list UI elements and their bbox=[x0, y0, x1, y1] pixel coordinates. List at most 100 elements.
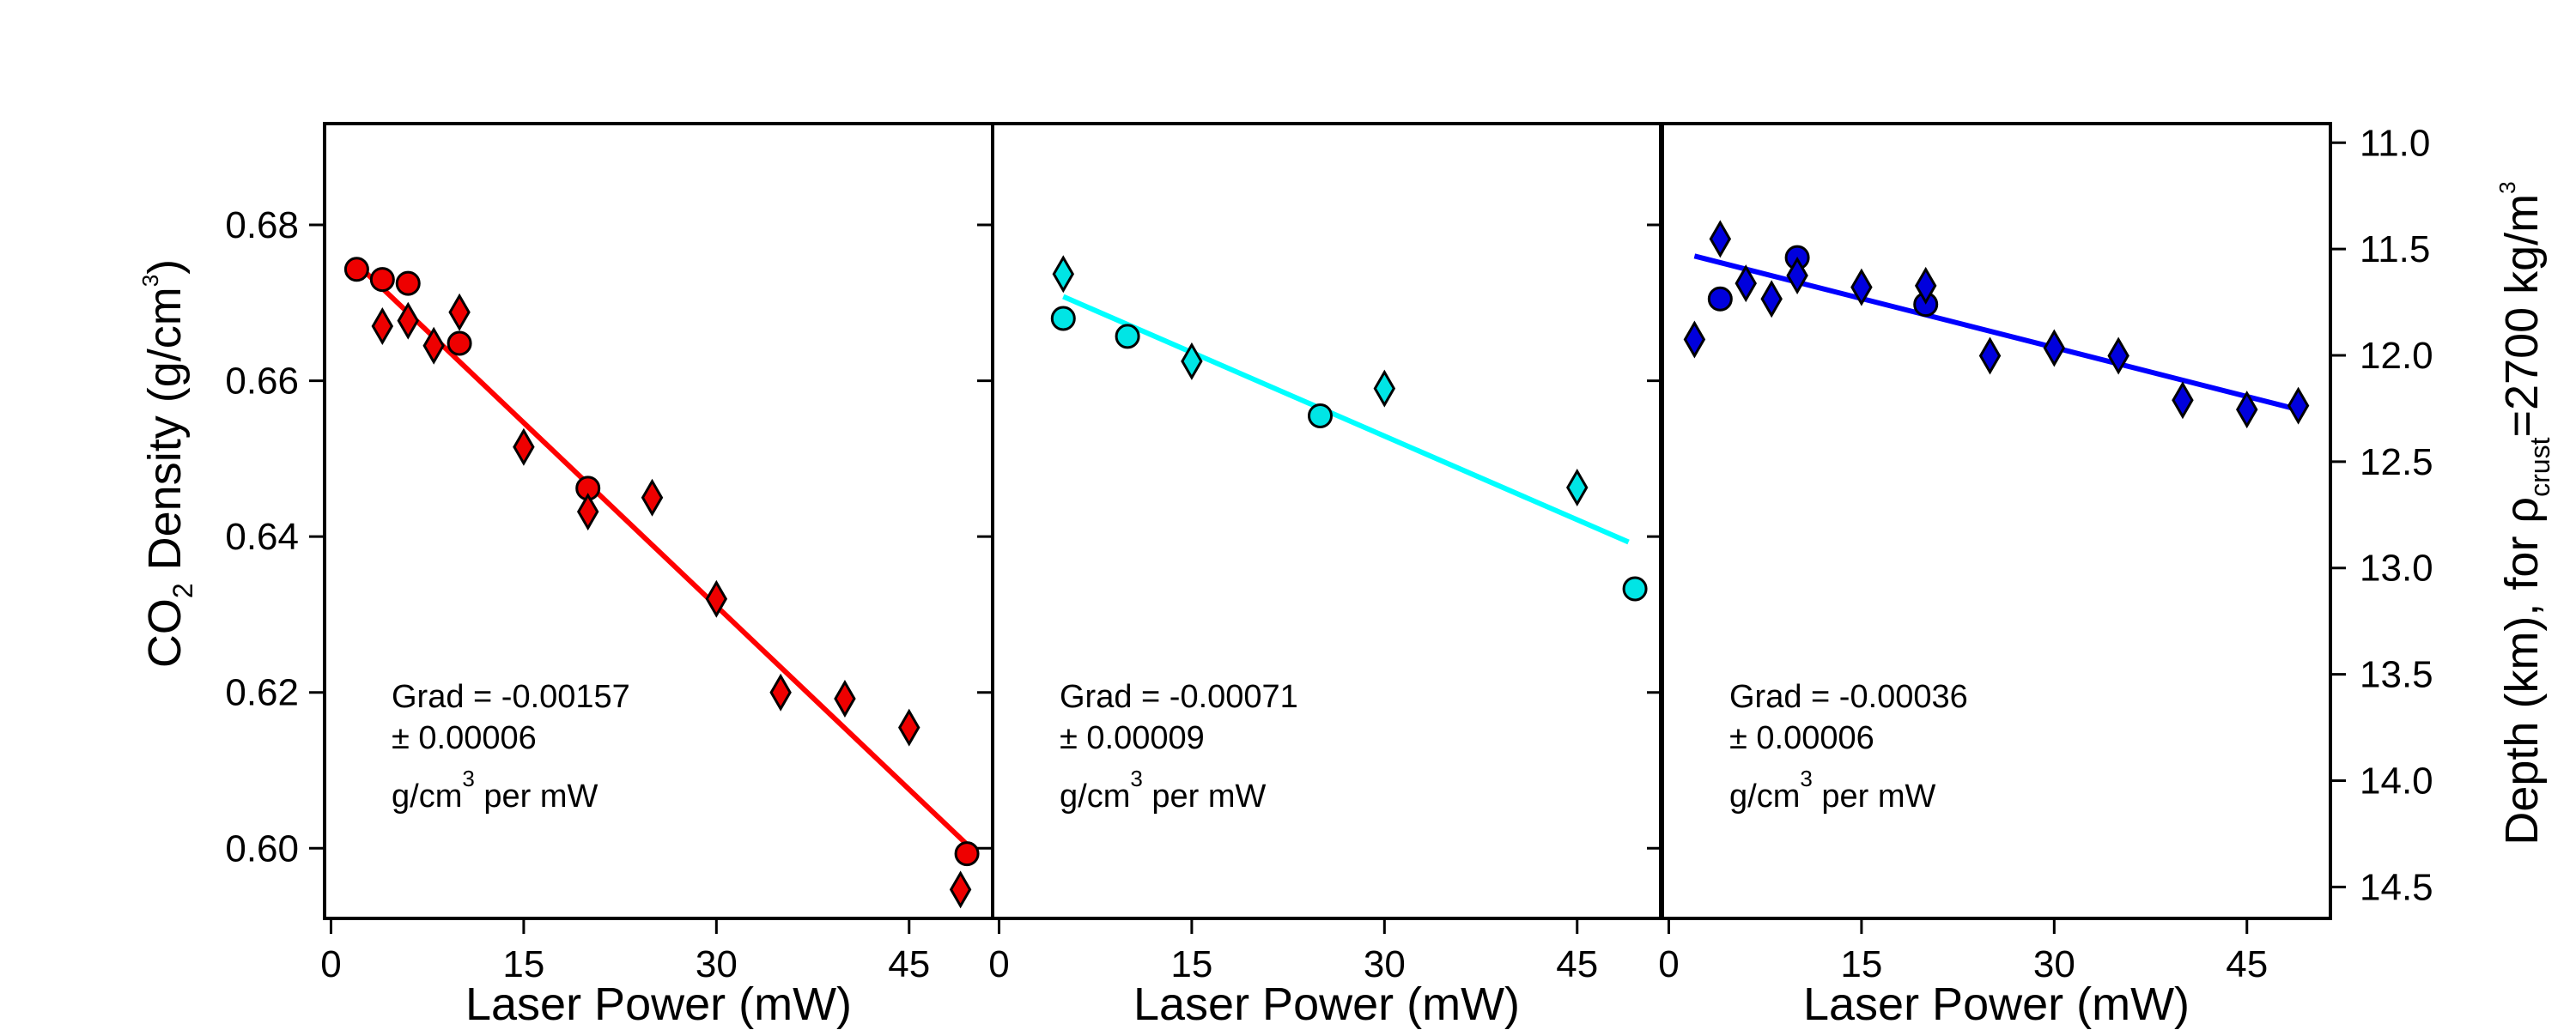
grad-annotation-unit: g/cm3 per mW bbox=[1060, 766, 1267, 815]
grad-annotation-unit-pre: g/cm bbox=[392, 779, 462, 815]
x-tick-label: 0 bbox=[320, 943, 341, 985]
y-axis-title-sup: 3 bbox=[137, 275, 163, 287]
diamond-point bbox=[2043, 329, 2066, 367]
grad-annotation-unit-post: per mW bbox=[1813, 779, 1936, 815]
y2-tick-label: 14.0 bbox=[2360, 760, 2433, 802]
diamond-point bbox=[2236, 391, 2258, 429]
grad-annotation-unit-sup: 3 bbox=[1130, 766, 1142, 791]
diamond-point bbox=[422, 326, 445, 365]
x-tick-label: 30 bbox=[2033, 943, 2075, 985]
diamond-point bbox=[1735, 264, 1757, 303]
grad-annotation-unit: g/cm3 per mW bbox=[392, 766, 598, 815]
diamond-point bbox=[371, 307, 394, 346]
y2-tick-label: 13.5 bbox=[2360, 654, 2433, 696]
grad-annotation-line2: ± 0.00009 bbox=[1060, 720, 1205, 756]
x-tick-label: 45 bbox=[2226, 943, 2268, 985]
fit-line bbox=[1693, 253, 2300, 413]
diamond-point bbox=[1052, 255, 1075, 294]
y-axis-title-sub: 2 bbox=[167, 583, 198, 598]
diamond-point bbox=[2287, 386, 2310, 425]
diamond-point bbox=[705, 579, 728, 618]
diamond-point bbox=[1709, 220, 1732, 258]
panel-1: 0 15 30 45 Laser Power (mW) 0.60 0.62 0.64 0.66 0… bbox=[225, 122, 994, 1030]
circle-point bbox=[395, 270, 421, 296]
fit-line bbox=[1062, 294, 1630, 545]
y-tick-label: 0.62 bbox=[225, 672, 299, 714]
panel-3: 0 15 30 45 Laser Power (mW) 11.0 11.5 12.0 12.5 1… bbox=[1647, 122, 2433, 1030]
grad-annotation-unit-sup: 3 bbox=[1800, 766, 1812, 791]
diamond-point bbox=[949, 870, 972, 909]
y2-tick-label: 12.5 bbox=[2360, 441, 2433, 483]
y2-tick-label: 13.0 bbox=[2360, 548, 2433, 590]
diamond-point bbox=[1181, 342, 1203, 380]
y-tick-label: 0.60 bbox=[225, 827, 299, 869]
diamond-point bbox=[834, 679, 856, 718]
diamond-point bbox=[1978, 336, 2002, 375]
grad-annotation-unit-pre: g/cm bbox=[1060, 779, 1130, 815]
diamond-point bbox=[1914, 266, 1937, 305]
x-tick-label: 30 bbox=[696, 943, 738, 985]
diamond-point bbox=[1373, 369, 1396, 408]
y2-axis-title-sup: 3 bbox=[2494, 181, 2520, 193]
diamond-point bbox=[769, 673, 792, 712]
grad-annotation-line1: Grad = -0.00157 bbox=[392, 679, 630, 715]
x-tick-label: 15 bbox=[1840, 943, 1882, 985]
diamond-point bbox=[2107, 336, 2129, 375]
diamond-point bbox=[513, 427, 535, 466]
x-tick-label: 15 bbox=[1170, 943, 1212, 985]
diamond-point bbox=[1566, 468, 1589, 506]
grad-annotation-unit-post: per mW bbox=[475, 779, 598, 815]
y-axis-title-pre: CO bbox=[139, 598, 191, 668]
y2-axis-title: Depth (km), for ρcrust=2700 kg/m3 bbox=[2494, 181, 2555, 845]
x-tick-label: 0 bbox=[1658, 943, 1679, 985]
y2-tick-label: 11.5 bbox=[2360, 228, 2430, 270]
y2-axis-title-pre: Depth (km), for ρ bbox=[2496, 497, 2548, 845]
y2-axis-title-sub: crust bbox=[2524, 437, 2555, 496]
x-tick-label: 15 bbox=[502, 943, 544, 985]
y-tick-label: 0.68 bbox=[225, 204, 299, 246]
circle-point bbox=[1707, 286, 1733, 312]
diamond-point bbox=[2172, 381, 2194, 420]
x-tick-label: 30 bbox=[1364, 943, 1406, 985]
y-axis-title-mid: Density (g/cm bbox=[139, 287, 191, 583]
y-axis-title: CO2 Density (g/cm3) bbox=[137, 259, 198, 668]
diamond-point bbox=[1786, 257, 1808, 295]
grad-annotation-unit: g/cm3 per mW bbox=[1729, 766, 1936, 815]
y2-tick-label: 14.5 bbox=[2360, 866, 2433, 908]
grad-annotation-unit-post: per mW bbox=[1143, 779, 1267, 815]
diamond-point bbox=[397, 301, 419, 340]
grad-annotation-line1: Grad = -0.00071 bbox=[1060, 679, 1298, 715]
grad-annotation-unit-pre: g/cm bbox=[1729, 779, 1800, 815]
x-axis-title: Laser Power (mW) bbox=[1133, 978, 1520, 1030]
circle-point bbox=[343, 257, 369, 282]
diamond-point bbox=[448, 293, 471, 331]
diamond-point bbox=[641, 478, 664, 517]
y2-tick-label: 11.0 bbox=[2360, 122, 2430, 164]
diamond-point bbox=[576, 493, 599, 531]
panel-2: 0 15 30 45 Laser Power (mW) Grad = -0.00071 ± … bbox=[977, 122, 1662, 1030]
fit-line bbox=[355, 262, 969, 846]
grad-annotation-unit-sup: 3 bbox=[462, 766, 474, 791]
x-tick-label: 45 bbox=[888, 943, 930, 985]
grad-annotation-line1: Grad = -0.00036 bbox=[1729, 679, 1968, 715]
y-axis-title-post: ) bbox=[139, 259, 191, 275]
circle-point bbox=[954, 841, 980, 867]
y-tick-label: 0.64 bbox=[225, 516, 299, 558]
x-axis-title: Laser Power (mW) bbox=[1803, 978, 2190, 1030]
x-tick-label: 45 bbox=[1556, 943, 1598, 985]
x-tick-label: 0 bbox=[988, 943, 1009, 985]
diamond-point bbox=[1683, 320, 1706, 359]
circle-point bbox=[1050, 306, 1076, 331]
diamond-point bbox=[1760, 280, 1783, 318]
plot-frame bbox=[1661, 122, 2332, 920]
y-tick-label: 0.66 bbox=[225, 360, 299, 403]
grad-annotation-line2: ± 0.00006 bbox=[392, 720, 537, 756]
circle-point bbox=[1115, 324, 1140, 349]
diamond-point bbox=[1850, 268, 1873, 306]
circle-point bbox=[447, 330, 472, 356]
y2-tick-label: 12.0 bbox=[2360, 335, 2433, 377]
grad-annotation-line2: ± 0.00006 bbox=[1729, 720, 1874, 756]
y2-axis-title-mid: =2700 kg/m bbox=[2496, 194, 2548, 438]
